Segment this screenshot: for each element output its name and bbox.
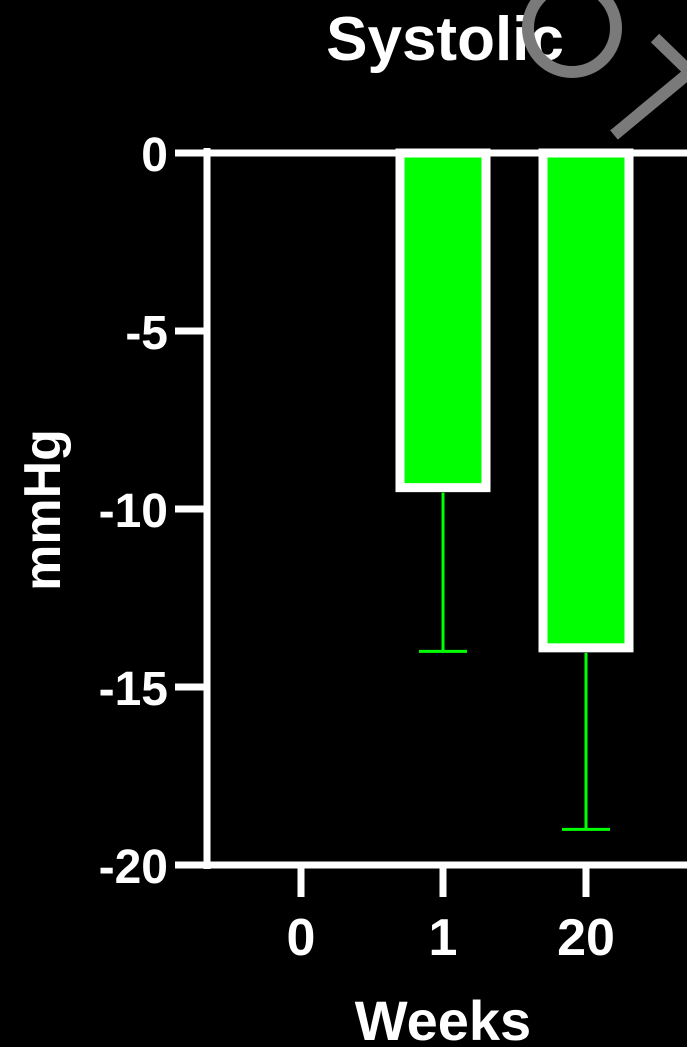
x-tick-label: 20 — [557, 909, 615, 967]
y-tick-label: -20 — [99, 841, 168, 894]
bar-1 — [395, 148, 491, 493]
y-tick-label: 0 — [141, 129, 168, 182]
y-tick-label: -5 — [125, 307, 168, 360]
x-tick-label: 0 — [287, 909, 316, 967]
x-tick-label: 1 — [429, 909, 458, 967]
y-axis-label: mmHg — [14, 429, 72, 591]
bar-20 — [538, 148, 634, 653]
overlay-chevron-icon — [522, 0, 687, 140]
y-tick-label: -15 — [99, 663, 168, 716]
y-tick-label: -10 — [99, 485, 168, 538]
x-axis-label: Weeks — [355, 989, 531, 1047]
